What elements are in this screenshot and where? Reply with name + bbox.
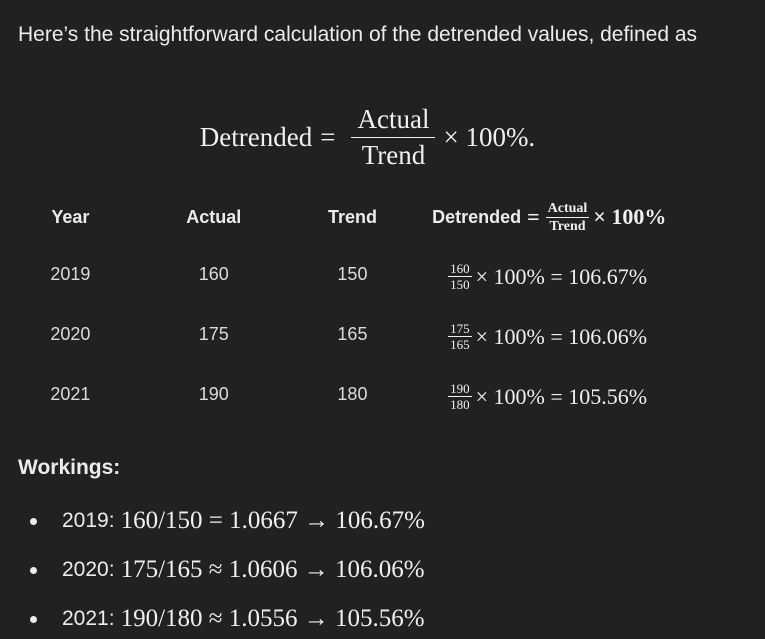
- cell-actual: 160: [198, 263, 229, 284]
- formula-lhs: Detrended: [199, 122, 313, 152]
- cell-detrended: 175 165 × 100% = 106.06%: [390, 304, 765, 364]
- formula-fraction: Actual Trend: [351, 104, 436, 171]
- header-detrended-label: Detrended: [432, 206, 522, 227]
- list-item: 2019: 160/150 = 1.0667 → 106.67%: [0, 496, 425, 545]
- cell-fraction-den: 150: [450, 277, 470, 292]
- detrended-formula: Detrended = Actual Trend × 100%.: [0, 104, 735, 171]
- formula-denominator: Trend: [361, 140, 426, 170]
- cell-detrended-result: × 100% = 105.56%: [475, 383, 648, 409]
- detrended-table: Year Actual Trend Detrended = Actual Tre…: [28, 190, 765, 424]
- header-trend: Trend: [327, 206, 377, 227]
- cell-fraction-num: 175: [448, 321, 472, 337]
- cell-year: 2021: [50, 383, 91, 404]
- bullet-icon: [30, 566, 37, 574]
- cell-year: 2020: [50, 323, 91, 344]
- cell-fraction-den: 180: [450, 397, 470, 412]
- cell-trend: 180: [337, 383, 368, 404]
- bullet-icon: [30, 517, 37, 525]
- cell-trend: 150: [337, 263, 368, 284]
- formula-rhs: × 100%.: [443, 122, 536, 152]
- cell-detrended-result: × 100% = 106.67%: [475, 263, 648, 289]
- working-year: 2019:: [62, 508, 115, 532]
- header-fraction-num: Actual: [545, 200, 590, 218]
- working-expression: 190/180 ≈ 1.0556 → 105.56%: [120, 604, 425, 632]
- cell-fraction: 190 180: [448, 382, 472, 411]
- intro-text: Here’s the straightforward calculation o…: [18, 23, 698, 46]
- working-expression: 175/165 ≈ 1.0606 → 106.06%: [120, 555, 425, 583]
- cell-fraction-den: 165: [450, 337, 470, 352]
- cell-detrended: 160 150 × 100% = 106.67%: [390, 244, 765, 304]
- header-year: Year: [51, 206, 90, 227]
- cell-actual: 190: [198, 383, 229, 404]
- formula-numerator: Actual: [351, 104, 436, 138]
- header-detrended-fraction: Actual Trend: [545, 200, 590, 234]
- working-year: 2020:: [62, 557, 115, 581]
- header-detrended-tail: × 100%: [593, 204, 667, 229]
- workings-heading: Workings:: [18, 456, 121, 479]
- cell-year: 2019: [50, 263, 91, 284]
- cell-fraction-num: 190: [448, 381, 472, 397]
- cell-fraction: 175 165: [448, 322, 472, 351]
- cell-fraction-num: 160: [448, 261, 472, 277]
- table-row: 2020 175 165 175 165 × 100% = 106.06%: [28, 304, 765, 364]
- formula-eq: =: [320, 122, 336, 152]
- header-fraction-den: Trend: [549, 218, 586, 234]
- table-row: 2021 190 180 190 180 × 100% = 105.56%: [28, 364, 765, 424]
- cell-detrended: 190 180 × 100% = 105.56%: [390, 364, 765, 424]
- list-item: 2020: 175/165 ≈ 1.0606 → 106.06%: [0, 545, 425, 594]
- working-year: 2021:: [62, 606, 115, 630]
- table-header-row: Year Actual Trend Detrended = Actual Tre…: [28, 190, 765, 244]
- workings-list: 2019: 160/150 = 1.0667 → 106.67% 2020: 1…: [0, 496, 425, 639]
- cell-detrended-result: × 100% = 106.06%: [475, 323, 648, 349]
- header-detrended: Detrended = Actual Trend × 100%: [390, 190, 765, 244]
- list-item: 2021: 190/180 ≈ 1.0556 → 105.56%: [0, 594, 425, 639]
- header-detrended-eq: =: [527, 204, 540, 229]
- cell-fraction: 160 150: [448, 262, 472, 291]
- working-expression: 160/150 = 1.0667 → 106.67%: [120, 506, 425, 534]
- bullet-icon: [30, 615, 37, 623]
- header-actual: Actual: [186, 206, 242, 227]
- table-row: 2019 160 150 160 150 × 100% = 106.67%: [28, 244, 765, 304]
- cell-actual: 175: [198, 323, 229, 344]
- cell-trend: 165: [337, 323, 368, 344]
